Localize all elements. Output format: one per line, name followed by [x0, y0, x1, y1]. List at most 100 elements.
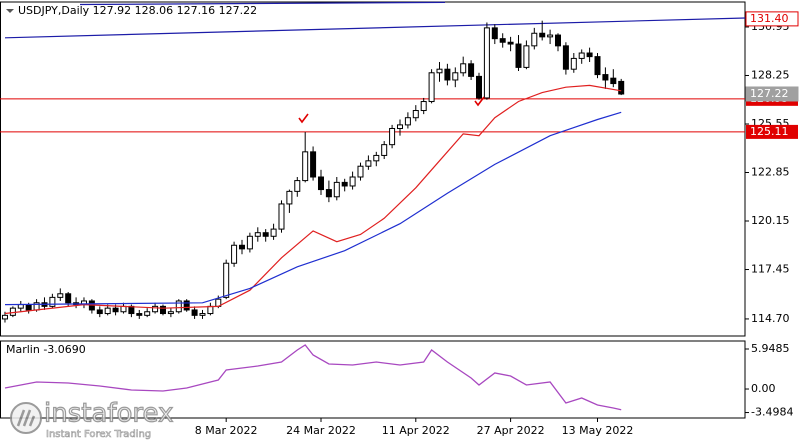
candle-body	[167, 311, 174, 315]
candle-body	[57, 293, 64, 298]
candle-body	[357, 165, 364, 178]
candle-body	[294, 180, 301, 192]
candle-body	[523, 45, 530, 68]
candle-body	[278, 203, 285, 230]
candle-body	[507, 41, 514, 45]
plot-frame	[0, 1, 746, 337]
y-tick-label: 0.00	[751, 382, 776, 395]
watermark: instaforex Instant Forex Trading	[10, 398, 174, 440]
price-label: 127.22	[750, 87, 789, 100]
price-label-box	[745, 86, 799, 102]
candle-body	[9, 307, 16, 316]
candle-body	[475, 75, 482, 99]
x-tick-label: 24 Mar 2022	[286, 424, 356, 437]
candle-body	[136, 313, 143, 316]
candle-body	[65, 293, 72, 304]
candle-body	[191, 309, 198, 316]
oscillator-line	[4, 344, 622, 411]
candle-body	[554, 34, 561, 47]
candle-body	[578, 52, 585, 59]
candle-body	[365, 160, 372, 167]
panel-title: USDJPY,Daily 127.92 128.06 127.16 127.22	[18, 4, 257, 17]
candle-body	[570, 57, 577, 70]
candle-body	[491, 27, 498, 40]
y-tick-label: -3.4984	[751, 406, 793, 419]
candle-body	[310, 151, 317, 178]
candle-body	[373, 154, 380, 162]
candle-body	[602, 74, 609, 81]
candle-body	[1, 314, 8, 320]
candle-body	[175, 300, 182, 313]
watermark-logo-mark	[16, 409, 36, 427]
candle-body	[25, 304, 32, 311]
watermark-slogan: Instant Forex Trading	[46, 429, 151, 440]
y-tick-label: 5.9485	[751, 342, 790, 355]
candle-body	[404, 117, 411, 126]
candle-body	[452, 72, 459, 81]
y-tick-label: 128.25	[751, 68, 790, 81]
candle-body	[539, 32, 546, 38]
candle-body	[412, 110, 419, 119]
candle-body	[96, 309, 103, 315]
candle-body	[159, 305, 166, 315]
candle-body	[420, 101, 427, 112]
candle-body	[594, 56, 601, 76]
candle-body	[238, 244, 245, 250]
candle-body	[144, 311, 151, 316]
candle-body	[231, 244, 238, 264]
candle-body	[341, 181, 348, 187]
candle-body	[586, 52, 593, 58]
candle-body	[499, 38, 506, 43]
price-label: 131.40	[750, 12, 789, 25]
y-tick-label: 117.45	[751, 263, 790, 276]
candle-body	[389, 127, 396, 146]
panel-title: Marlin -3.0690	[6, 343, 86, 356]
symbol-icon	[6, 9, 14, 13]
candle-body	[262, 232, 269, 237]
candle-body	[183, 300, 190, 311]
plot-frame	[0, 340, 746, 419]
y-tick-label: 120.15	[751, 214, 790, 227]
candle-body	[207, 305, 214, 315]
candle-body	[515, 43, 522, 68]
candle-body	[333, 181, 340, 198]
moving-average	[4, 84, 622, 315]
candle-body	[610, 77, 617, 85]
candle-body	[152, 305, 159, 313]
price-label-box	[746, 124, 798, 139]
check-mark	[474, 96, 485, 107]
candle-body	[302, 151, 309, 182]
trend-line	[79, 1, 446, 6]
x-tick-label: 8 Mar 2022	[195, 424, 258, 437]
price-label: 125.11	[750, 125, 789, 138]
price-label-box	[745, 11, 799, 27]
candle-body	[436, 68, 443, 74]
candle-body	[618, 80, 625, 95]
candle-body	[547, 34, 554, 38]
candle-body	[104, 307, 111, 315]
candle-body	[223, 262, 230, 298]
candle-body	[49, 296, 56, 307]
candle-body	[562, 45, 569, 70]
candle-body	[444, 68, 451, 81]
y-tick-label: 114.70	[751, 312, 790, 325]
candle-body	[254, 232, 261, 237]
candle-body	[246, 235, 253, 250]
candle-body	[270, 228, 277, 237]
check-mark	[298, 113, 309, 124]
candle-body	[349, 176, 356, 187]
candle-body	[468, 63, 475, 77]
candle-body	[460, 63, 467, 74]
candle-body	[531, 32, 538, 47]
x-tick-label: 27 Apr 2022	[477, 424, 545, 437]
candle-body	[325, 189, 332, 198]
candle-body	[317, 176, 324, 191]
x-tick-label: 11 Apr 2022	[382, 424, 450, 437]
candle-body	[112, 307, 119, 313]
moving-average	[4, 111, 622, 306]
y-tick-label: 122.85	[751, 166, 790, 179]
candle-body	[199, 313, 206, 316]
